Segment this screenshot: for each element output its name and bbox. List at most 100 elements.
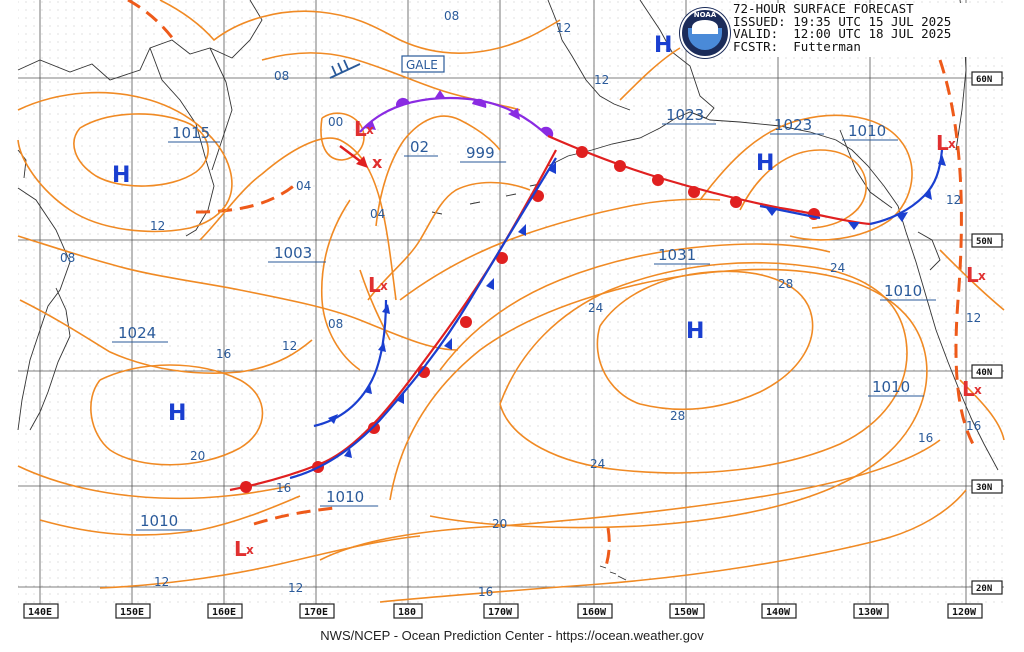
lon-label: 160W: [577, 603, 613, 619]
lat-label: 50N: [971, 233, 1003, 248]
isobar-label: 20: [190, 449, 205, 463]
svg-text:L: L: [368, 273, 381, 297]
longitude-scale: 140E 150E 160E 170E 180 170W 160W 150W 1…: [18, 603, 1004, 622]
pressure-label: 1010: [848, 122, 886, 140]
isobar-label: 12: [150, 219, 165, 233]
svg-text:180: 180: [398, 607, 416, 618]
isobar-label: 12: [154, 575, 169, 589]
lon-label: 150E: [115, 603, 151, 619]
lon-label: 160E: [207, 603, 243, 619]
lon-label: 150W: [669, 603, 705, 619]
high-center: H: [112, 163, 130, 188]
pressure-label: 1010: [140, 512, 178, 530]
isobar-label: 16: [966, 419, 981, 433]
lon-label: 140W: [761, 603, 797, 619]
lat-label: 40N: [971, 364, 1003, 379]
gale-warning-label: GALE: [401, 55, 445, 73]
svg-text:160W: 160W: [582, 607, 607, 618]
svg-text:L: L: [354, 117, 367, 141]
isobar-label: 12: [288, 581, 303, 595]
svg-text:50N: 50N: [976, 237, 992, 247]
lon-label: 120W: [947, 603, 983, 619]
header-title: 72-HOUR SURFACE FORECAST: [733, 1, 914, 16]
noaa-logo: NOAA: [680, 8, 730, 58]
svg-text:120W: 120W: [952, 607, 977, 618]
svg-text:x: x: [246, 543, 254, 557]
isobar-label: 12: [556, 21, 571, 35]
svg-text:x: x: [366, 123, 374, 137]
lat-label: 20N: [971, 580, 1003, 595]
pressure-label: 1023: [774, 116, 812, 134]
header-forecaster: FCSTR: Futterman: [733, 38, 861, 54]
lat-label: 60N: [971, 71, 1003, 86]
isobar-label: 12: [966, 311, 981, 325]
lat-label: 30N: [971, 479, 1003, 494]
lon-label: 170E: [299, 603, 335, 619]
pressure-label: 02: [410, 138, 429, 156]
isobar-label: 12: [282, 339, 297, 353]
occluded-front: [359, 90, 554, 138]
svg-text:L: L: [962, 377, 975, 401]
high-center: H: [168, 401, 186, 426]
isobar-label: 12: [946, 193, 961, 207]
svg-text:40N: 40N: [976, 368, 992, 378]
low-position-mark: x: [372, 153, 383, 172]
svg-text:150W: 150W: [674, 607, 699, 618]
isobar-label: 28: [670, 409, 685, 423]
svg-text:140W: 140W: [766, 607, 791, 618]
footer-credit: NWS/NCEP - Ocean Prediction Center - htt…: [320, 628, 704, 643]
isobar-label: 24: [588, 301, 603, 315]
isobar-label: 12: [594, 73, 609, 87]
pressure-label: 1031: [658, 246, 696, 264]
svg-text:L: L: [936, 131, 949, 155]
svg-text:130W: 130W: [858, 607, 883, 618]
svg-text:x: x: [948, 137, 956, 151]
pressure-label: 1010: [884, 282, 922, 300]
pressure-label: 1010: [872, 378, 910, 396]
svg-text:170E: 170E: [304, 607, 328, 618]
gale-text: GALE: [406, 58, 438, 72]
high-center: H: [686, 319, 704, 344]
isobar-label: 24: [830, 261, 845, 275]
isobar-label: 16: [276, 481, 291, 495]
isobar-label: 08: [328, 317, 343, 331]
latitude-scale: 60N 50N 40N 30N 20N: [971, 71, 1003, 595]
cold-fronts: [289, 149, 946, 480]
header-issued: ISSUED: 19:35 UTC 15 JUL 2025: [733, 13, 952, 29]
svg-text:160E: 160E: [212, 607, 236, 618]
pressure-label: 1003: [274, 244, 312, 262]
pressure-label: 999: [466, 144, 495, 162]
storm-motion-arrow: [339, 145, 368, 168]
isobar-label: 20: [492, 517, 507, 531]
svg-text:20N: 20N: [976, 584, 992, 594]
lon-label: 130W: [853, 603, 889, 619]
svg-text:x: x: [978, 269, 986, 283]
troughs: [127, 0, 976, 567]
isobar-labels: 08 12 12 08 00 04 04 12 08 16 12 08 20 1…: [60, 9, 981, 599]
pressure-labels: 1015 1003 1024 1010 1010 999 02 1023 102…: [112, 106, 936, 531]
pressure-label: 1023: [666, 106, 704, 124]
svg-text:60N: 60N: [976, 75, 992, 85]
isobar-label: 04: [370, 207, 385, 221]
graticule: [18, 0, 1004, 605]
pressure-label: 1010: [326, 488, 364, 506]
pressure-label: 1024: [118, 324, 156, 342]
svg-text:30N: 30N: [976, 483, 992, 493]
isobar-label: 24: [590, 457, 605, 471]
isobar-label: 16: [216, 347, 231, 361]
header-valid: VALID: 12:00 UTC 18 JUL 2025: [733, 26, 952, 42]
high-pressure-centers: H H H H H: [112, 33, 774, 426]
isobar-label: 04: [296, 179, 311, 193]
isobars: [17, 0, 1005, 603]
high-center: H: [654, 33, 672, 58]
svg-text:150E: 150E: [120, 607, 144, 618]
forecast-header: 72-HOUR SURFACE FORECAST ISSUED: 19:35 UT…: [733, 1, 1003, 57]
